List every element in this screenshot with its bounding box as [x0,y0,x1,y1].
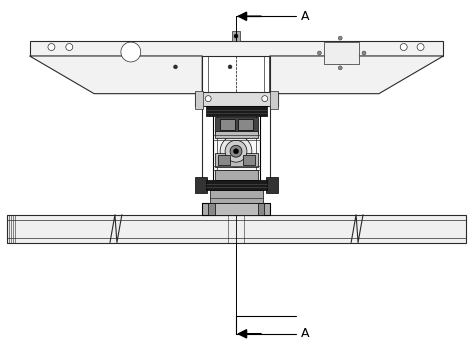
Bar [195,91,203,109]
Circle shape [317,51,321,55]
Circle shape [174,65,177,69]
Bar [324,42,359,64]
Circle shape [225,140,247,162]
Circle shape [400,44,407,50]
Bar [232,31,240,41]
Bar [215,117,258,133]
Circle shape [228,65,232,69]
Circle shape [417,44,424,50]
Polygon shape [30,56,202,94]
Bar [215,170,258,180]
Circle shape [234,149,238,154]
Bar [206,106,267,115]
Bar [270,91,278,109]
Bar [213,115,260,188]
Bar [7,215,466,242]
Circle shape [362,51,366,55]
Circle shape [66,44,73,50]
Text: A: A [300,327,309,340]
Bar [215,203,258,215]
Bar [220,119,235,130]
Polygon shape [30,41,443,56]
Circle shape [338,36,342,40]
Circle shape [234,34,238,38]
Bar [195,177,207,193]
Circle shape [48,44,55,50]
Circle shape [205,96,211,102]
Bar [202,203,270,215]
Bar [238,119,253,130]
Text: A: A [300,10,309,23]
Bar [206,180,267,190]
Bar [218,155,230,165]
Bar [210,190,263,203]
Bar [195,92,278,106]
Polygon shape [270,56,443,94]
Bar [215,153,258,167]
Circle shape [262,96,268,102]
Bar [208,203,264,215]
Bar [215,131,258,138]
Bar [243,155,255,165]
Circle shape [220,135,252,167]
Circle shape [121,42,141,62]
Circle shape [338,66,342,70]
Circle shape [230,145,242,157]
Bar [266,177,278,193]
